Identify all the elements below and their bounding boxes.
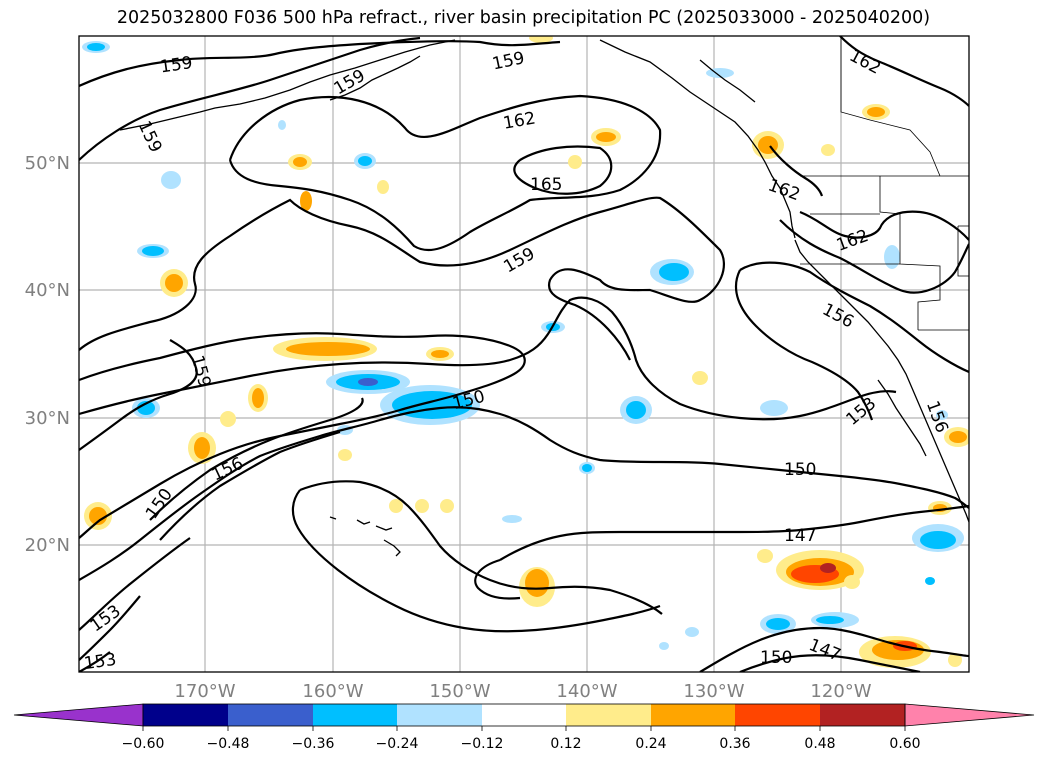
lon-label: 130°W [683, 681, 744, 702]
colorbar-tick: 0.48 [804, 736, 835, 752]
colorbar-tick: 0.60 [889, 736, 920, 752]
colorbar: −0.60 −0.48 −0.36 −0.24 −0.12 0.12 0.24 … [13, 703, 1035, 752]
colorbar-tick: −0.48 [207, 736, 250, 752]
colorbar-segment [651, 704, 735, 726]
colorbar-extend-max [904, 703, 1035, 727]
lat-label: 50°N [25, 153, 70, 174]
colorbar-segment [143, 704, 228, 726]
lon-label: 120°W [810, 681, 871, 702]
map-title: 2025032800 F036 500 hPa refract., river … [116, 8, 931, 28]
lon-label: 170°W [174, 681, 235, 702]
contour-label: 147 [784, 526, 816, 546]
lon-label: 160°W [302, 681, 363, 702]
latitude-labels: 50°N 40°N 30°N 20°N [25, 153, 70, 556]
contour-label: 153 [83, 650, 118, 674]
precipitation-shading [82, 36, 969, 668]
lat-label: 40°N [25, 280, 70, 301]
colorbar-tick: 0.24 [635, 736, 666, 752]
map-content: 159 159 159 159 162 162 165 159 162 162 … [79, 36, 969, 674]
colorbar-segment [228, 704, 313, 726]
colorbar-tick: −0.60 [122, 736, 165, 752]
colorbar-tick: −0.12 [461, 736, 504, 752]
lat-label: 30°N [25, 408, 70, 429]
colorbar-tick: 0.12 [550, 736, 581, 752]
longitude-labels: 170°W 160°W 150°W 140°W 130°W 120°W [174, 681, 871, 702]
colorbar-tick: 0.36 [719, 736, 750, 752]
lat-label: 20°N [25, 535, 70, 556]
contour-labels: 159 159 159 159 162 162 165 159 162 162 … [83, 46, 952, 674]
colorbar-tick: −0.36 [292, 736, 335, 752]
contour-label: 165 [530, 175, 562, 195]
contour-label: 159 [159, 53, 194, 77]
colorbar-segment [313, 704, 397, 726]
lon-label: 140°W [556, 681, 617, 702]
coastlines [119, 39, 969, 557]
colorbar-extend-min [13, 703, 144, 727]
lon-label: 150°W [429, 681, 490, 702]
colorbar-segment [735, 704, 820, 726]
colorbar-segment [566, 704, 651, 726]
map-frame [78, 35, 970, 673]
colorbar-segment [820, 704, 905, 726]
colorbar-tick: −0.24 [376, 736, 419, 752]
colorbar-segment [397, 704, 482, 726]
colorbar-segment [482, 704, 566, 726]
contour-label: 150 [784, 460, 816, 480]
refractivity-contours [79, 36, 969, 672]
contour-label: 150 [760, 648, 792, 668]
